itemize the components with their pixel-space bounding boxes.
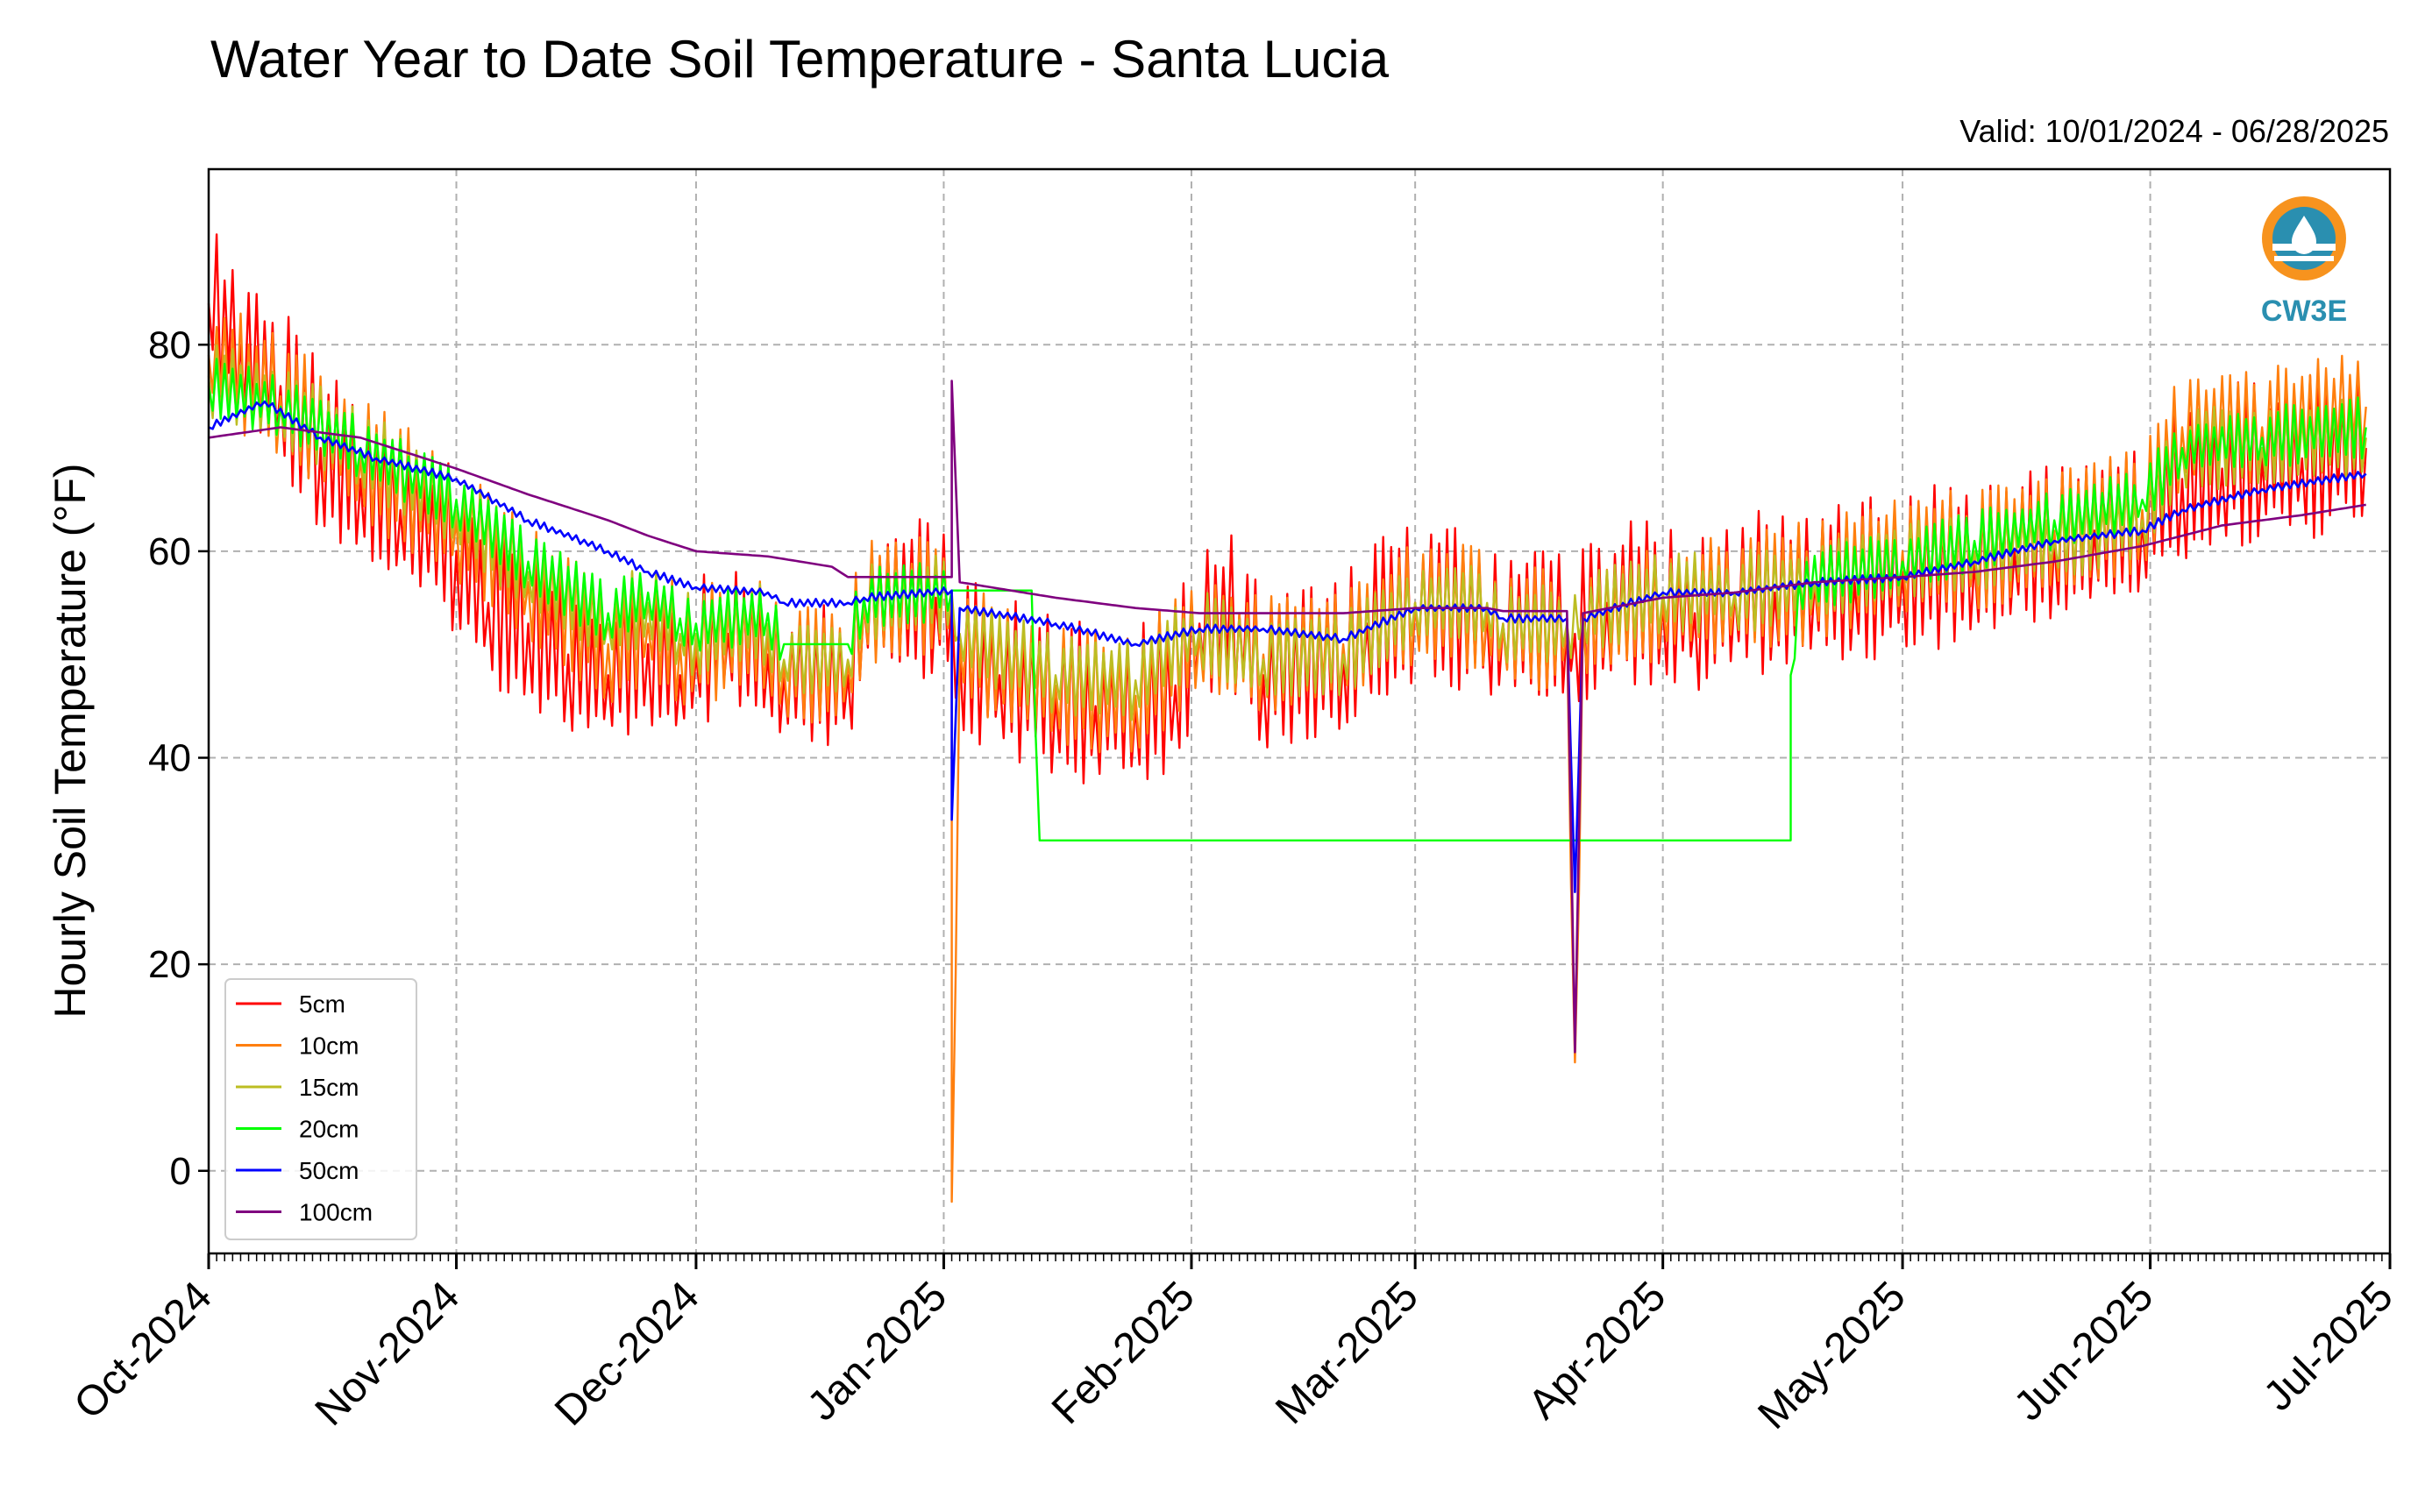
chart-title: Water Year to Date Soil Temperature - Sa…	[210, 30, 1390, 89]
legend-label-20cm: 20cm	[299, 1116, 359, 1143]
legend-label-50cm: 50cm	[299, 1157, 359, 1184]
y-tick-label: 0	[170, 1150, 191, 1193]
series-lines	[207, 233, 2367, 1203]
y-axis-label: Hourly Soil Temperature (°F)	[46, 463, 95, 1018]
legend-label-10cm: 10cm	[299, 1033, 359, 1060]
series-line-20cm	[207, 358, 2367, 841]
legend-label-15cm: 15cm	[299, 1074, 359, 1101]
axis-ticks	[198, 344, 2392, 1269]
legend-label-100cm: 100cm	[299, 1199, 373, 1226]
series-line-50cm	[208, 400, 2367, 893]
logo-text: CW3E	[2261, 295, 2347, 328]
y-tick-label: 80	[148, 323, 191, 366]
logo-wave-band-2	[2274, 256, 2334, 261]
valid-date-range: Valid: 10/01/2024 - 06/28/2025	[1959, 113, 2389, 149]
plot-frame	[207, 167, 2392, 1255]
y-tick-label: 60	[148, 530, 191, 573]
cw3e-logo: CW3E	[2261, 196, 2347, 328]
series-line-100cm	[208, 380, 2366, 1054]
y-tick-label: 40	[148, 737, 191, 780]
water-drop-icon	[2292, 216, 2316, 254]
legend-label-5cm: 5cm	[299, 990, 345, 1018]
y-tick-labels: 0 20 40 60 80	[148, 323, 191, 1192]
legend: 5cm 10cm 15cm 20cm 50cm 100cm	[224, 978, 417, 1240]
y-tick-label: 20	[148, 943, 191, 986]
